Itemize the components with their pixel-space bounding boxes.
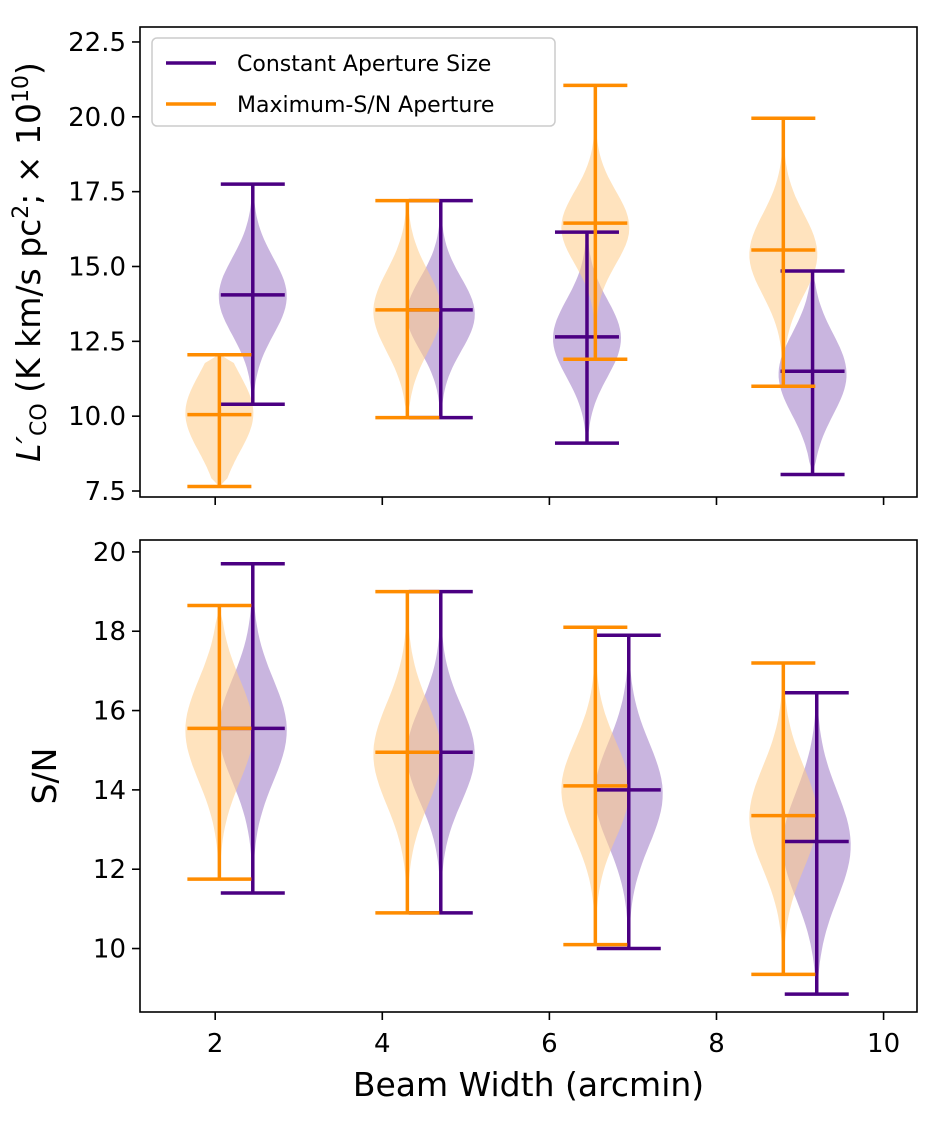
y-tick-label: 10.0 (68, 402, 126, 432)
y-tick-label: 20.0 (68, 103, 126, 133)
legend-box (151, 37, 556, 127)
x-tick-label: 6 (541, 1029, 558, 1059)
y-axis-label: S/N (25, 748, 64, 805)
legend-label: Constant Aperture Size (237, 52, 491, 77)
axes-frame (139, 26, 918, 498)
y-label-superscript: 2 (9, 205, 34, 219)
x-tick-label: 10 (867, 1029, 900, 1059)
y-label-close: ) (9, 62, 48, 75)
y-tick-label: 18 (93, 617, 126, 647)
y-tick-label: 12.5 (68, 327, 126, 357)
y-label-exponent: 10 (9, 75, 34, 103)
y-label-unit: (K km/s pc (9, 219, 48, 404)
top-panel: 7.5 10.0 12.5 15.0 17.5 20.0 22.5 L′CO (K km/s … (9, 26, 918, 507)
legend: Constant Aperture Size Maximum-S/N Apertu… (151, 37, 556, 127)
y-tick-label: 10 (93, 935, 126, 965)
bottom-panel: 10 12 14 16 18 20 2 4 6 8 10 S/N Beam Width (arcmin) (25, 538, 918, 1104)
y-tick-label: 22.5 (68, 28, 126, 58)
y-tick-label: 20 (93, 538, 126, 568)
y-tick-label: 7.5 (85, 477, 126, 507)
y-tick-label: 16 (93, 697, 126, 727)
y-tick-label: 15.0 (68, 252, 126, 282)
x-tick-label: 4 (374, 1029, 391, 1059)
y-label-symbol: L′ (9, 436, 48, 462)
y-tick-label: 17.5 (68, 178, 126, 208)
axes-frame (139, 539, 918, 1013)
x-tick-label: 8 (708, 1029, 725, 1059)
x-axis-label: Beam Width (arcmin) (353, 1065, 704, 1104)
legend-label: Maximum-S/N Aperture (237, 93, 494, 118)
y-label-multiplier: ; × 10 (9, 103, 48, 205)
y-axis-label: L′CO (K km/s pc2; × 1010) (9, 62, 52, 462)
y-tick-label: 12 (93, 855, 126, 885)
y-label-subscript: CO (27, 403, 52, 436)
y-tick-label: 14 (93, 776, 126, 806)
x-tick-label: 2 (207, 1029, 224, 1059)
